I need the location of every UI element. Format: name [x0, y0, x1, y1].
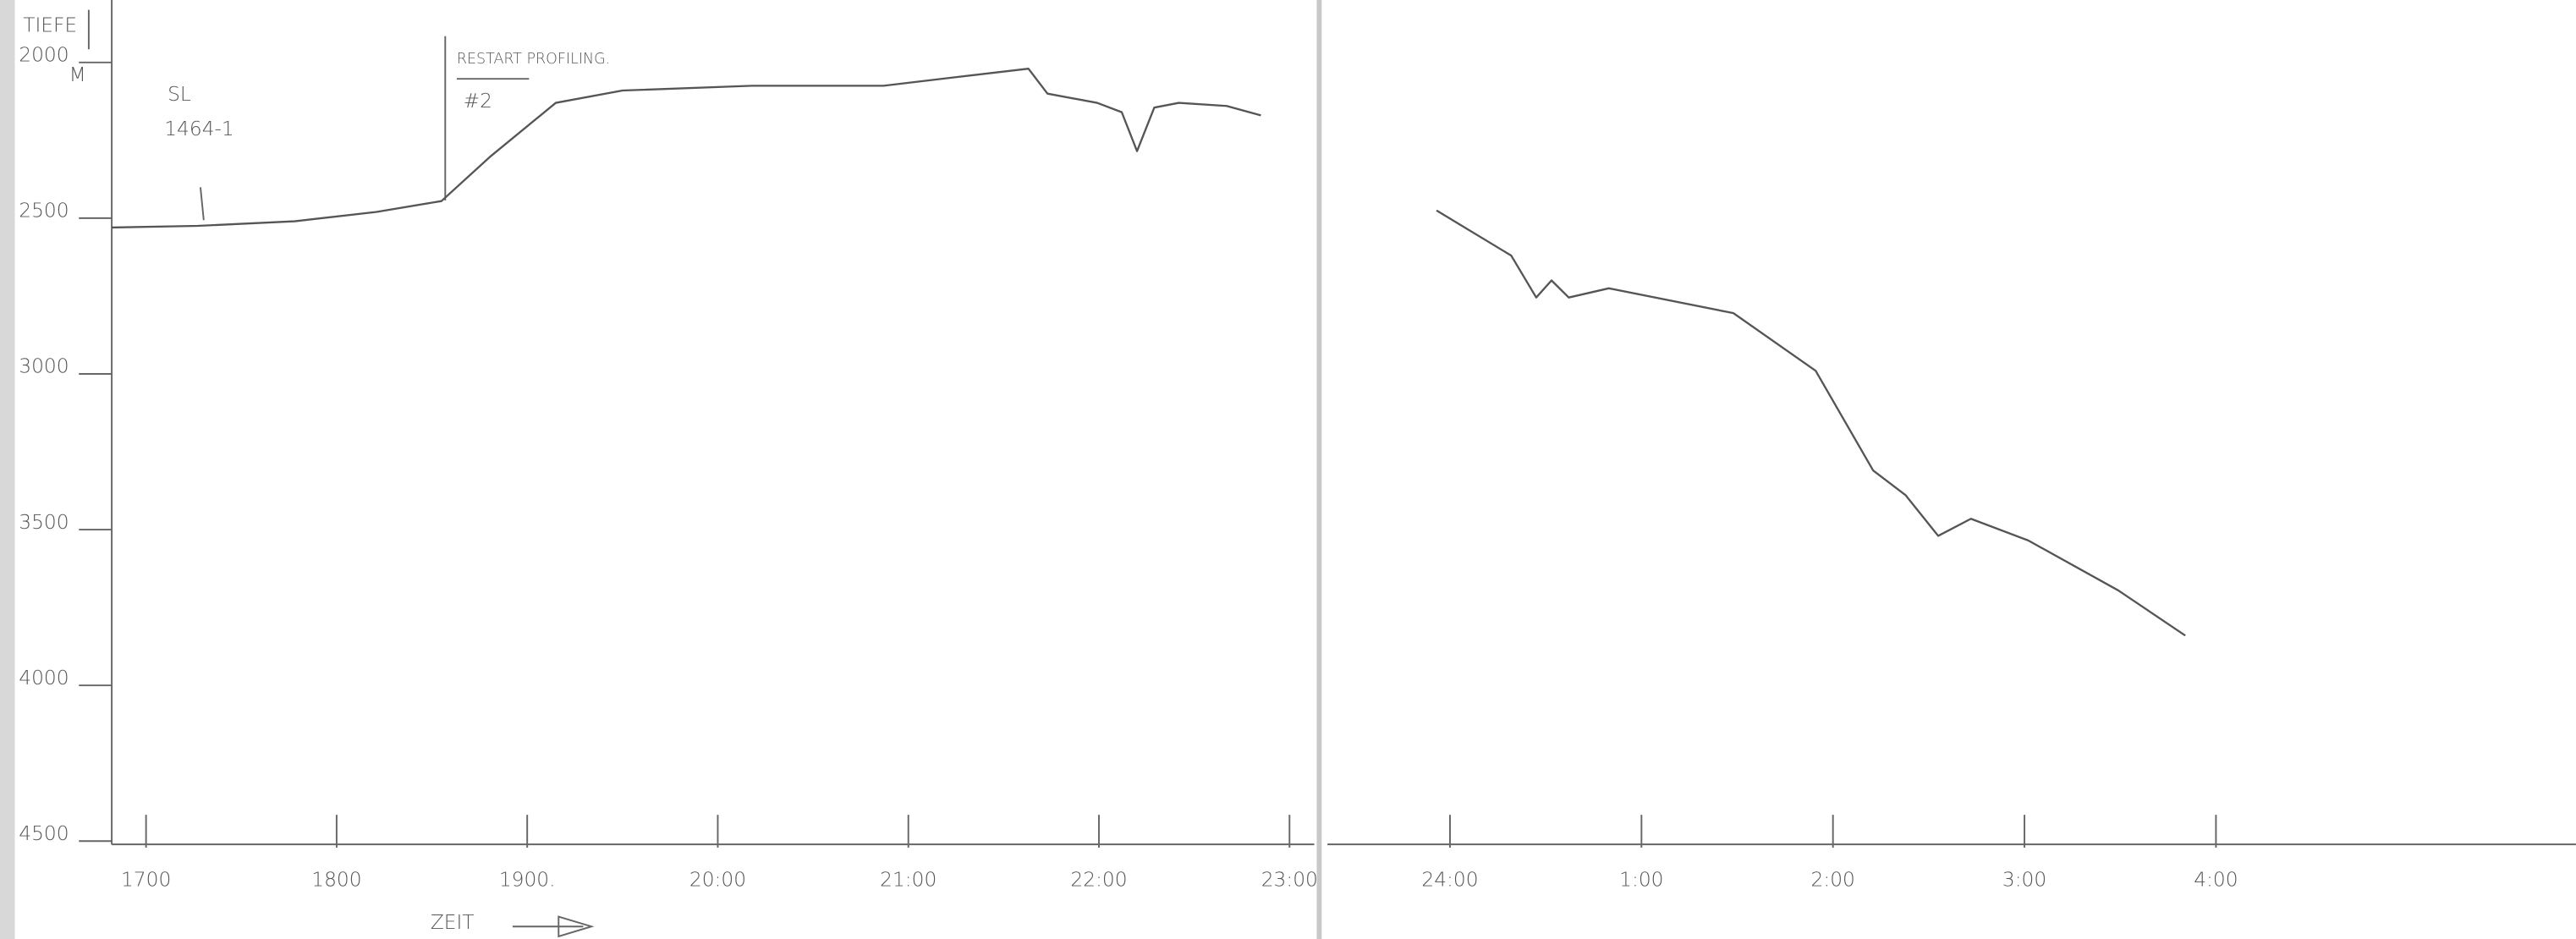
x-tick-label: 20:00 — [689, 868, 746, 891]
y-tick-label: 4500 — [19, 822, 69, 845]
annotation: #2 — [464, 90, 492, 113]
x-tick-label: 3:00 — [2002, 868, 2046, 891]
x-tick-label: 23:00 — [1261, 868, 1318, 891]
x-tick-label: 4:00 — [2194, 868, 2238, 891]
x-tick-label: 1700 — [121, 868, 171, 891]
y-tick-label: 3500 — [19, 511, 69, 534]
x-tick-label: 2:00 — [1811, 868, 1855, 891]
y-tick-label: 2000 — [19, 44, 69, 67]
x-tick-label: 22:00 — [1070, 868, 1127, 891]
y-axis-label: TIEFE — [23, 14, 77, 37]
annotation: 1464-1 — [164, 118, 234, 140]
annotation: SL — [168, 83, 191, 106]
x-tick-label: 1800 — [311, 868, 361, 891]
x-tick-label: 1900. — [499, 868, 556, 891]
x-tick-label: 21:00 — [880, 868, 936, 891]
depth-line — [1436, 209, 2186, 637]
y-axis-unit: M — [69, 63, 86, 86]
x-tick-label: 24:00 — [1421, 868, 1478, 891]
x-tick-label: 1:00 — [1619, 868, 1663, 891]
zeit-arrowhead — [557, 915, 595, 938]
x-axis-label: ZEIT — [431, 911, 475, 934]
scan-edge — [0, 0, 15, 939]
y-tick-label: 2500 — [19, 200, 69, 222]
y-tick-label: 4000 — [19, 667, 69, 689]
annotation: RESTART PROFILING. — [457, 51, 610, 68]
y-tick-label: 3000 — [19, 355, 69, 378]
depth-line — [112, 68, 1261, 229]
start-arrow — [199, 187, 205, 221]
